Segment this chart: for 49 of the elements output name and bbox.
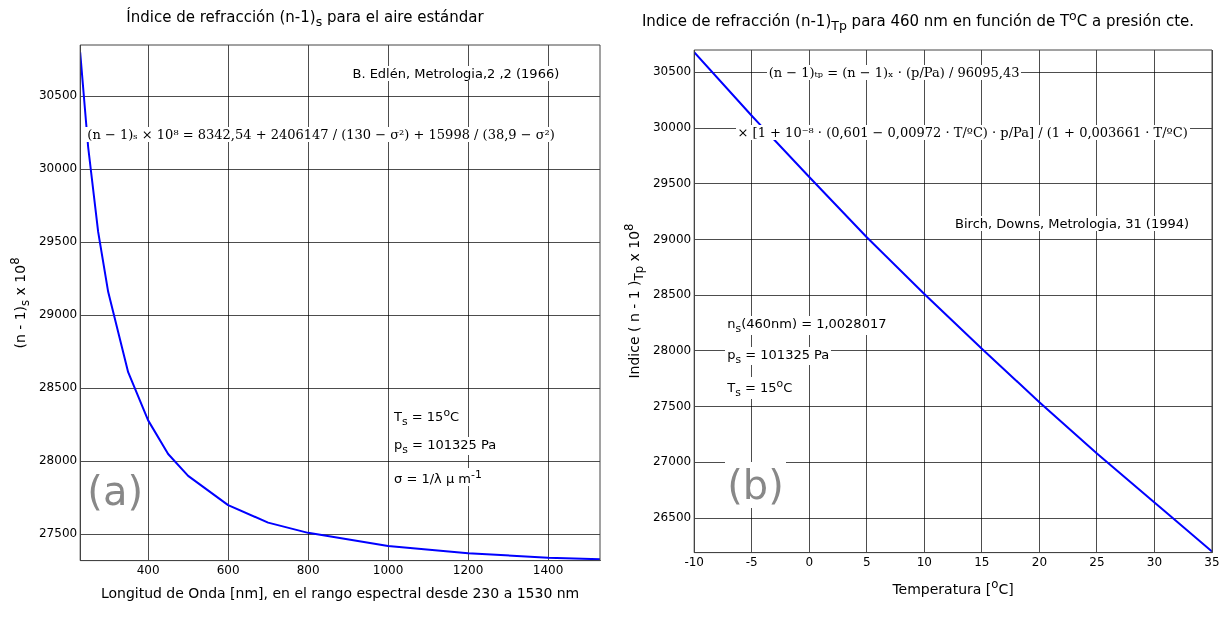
x-tick-label: 0 xyxy=(805,554,814,569)
x-tick-label: 1200 xyxy=(452,562,484,577)
annotation: (n − 1)ₛ × 10⁸ = 8342,54 + 2406147 / (130 − σ²) + 15998 / (38,9 − σ²) xyxy=(85,127,557,143)
y-tick-label: 30500 xyxy=(652,64,692,79)
y-tick-label: 29000 xyxy=(38,307,78,322)
annotation: p$_{s}$ = 101325 Pa xyxy=(392,436,499,456)
x-tick-label: 15 xyxy=(974,554,990,569)
x-tick-label: -10 xyxy=(684,554,704,569)
x-tick-label: 35 xyxy=(1204,554,1220,569)
x-axis-title: Longitud de Onda [nm], en el rango espectral desde 230 a 1530 nm xyxy=(99,584,581,601)
annotation: B. Edlén, Metrologia,2 ,2 (1966) xyxy=(350,65,562,81)
annotation: Birch, Downs, Metrologia, 31 (1994) xyxy=(953,215,1192,231)
y-tick-label: 30500 xyxy=(38,88,78,103)
x-tick-label: -5 xyxy=(745,554,758,569)
y-tick-label: 27000 xyxy=(652,454,692,469)
y-tick-label: 29500 xyxy=(38,234,78,249)
annotation: p$_{s}$ = 101325 Pa xyxy=(725,346,832,366)
y-tick-label: 27500 xyxy=(38,526,78,541)
x-tick-label: 1400 xyxy=(532,562,564,577)
y-tick-label: 28500 xyxy=(652,287,692,302)
y-tick-label: 26500 xyxy=(652,510,692,525)
y-tick-label: 28000 xyxy=(652,343,692,358)
y-tick-label: 28500 xyxy=(38,380,78,395)
y-tick-label: 27500 xyxy=(652,398,692,413)
chart-title: Indice de refracción (n-1)$_{Tp}$ para 460 nm en función de T$^{o}$C a presión cte. xyxy=(640,8,1196,33)
x-axis-title: Temperatura [$^{o}$C] xyxy=(891,576,1015,597)
x-tick-label: 600 xyxy=(216,562,240,577)
annotation: (a) xyxy=(85,467,146,514)
x-tick-label: 30 xyxy=(1146,554,1163,569)
y-tick-label: 28000 xyxy=(38,453,78,468)
chart-title: Índice de refracción (n-1)$_{s}$ para el aire estándar xyxy=(125,8,485,29)
x-tick-label: 20 xyxy=(1031,554,1048,569)
x-tick-label: 800 xyxy=(296,562,320,577)
annotation: (b) xyxy=(725,462,786,509)
x-tick-label: 5 xyxy=(862,554,871,569)
y-tick-label: 30000 xyxy=(38,161,78,176)
annotation: (n − 1)ₜₚ = (n − 1)ₓ · (p/Pa) / 96095,43 xyxy=(766,65,1022,81)
y-tick-label: 30000 xyxy=(652,120,692,135)
y-tick-label: 29500 xyxy=(652,175,692,190)
annotation: × [1 + 10⁻⁸ · (0,601 − 0,00972 · T/ºC) · p/Pa] / (1 + 0,003661 · T/ºC) xyxy=(735,125,1190,141)
y-tick-label: 29000 xyxy=(652,231,692,246)
annotation: n$_{s}$(460nm) = 1,0028017 xyxy=(725,316,889,335)
x-tick-label: 1000 xyxy=(372,562,404,577)
x-tick-label: 10 xyxy=(916,554,932,569)
x-tick-label: 25 xyxy=(1089,554,1105,569)
annotation: T$_{s}$ = 15$^{o}$C xyxy=(392,405,462,428)
annotation: σ = 1/λ μ m$^{-1}$ xyxy=(392,467,484,487)
x-tick-label: 400 xyxy=(136,562,160,577)
annotation: T$_{s}$ = 15$^{o}$C xyxy=(725,376,795,399)
